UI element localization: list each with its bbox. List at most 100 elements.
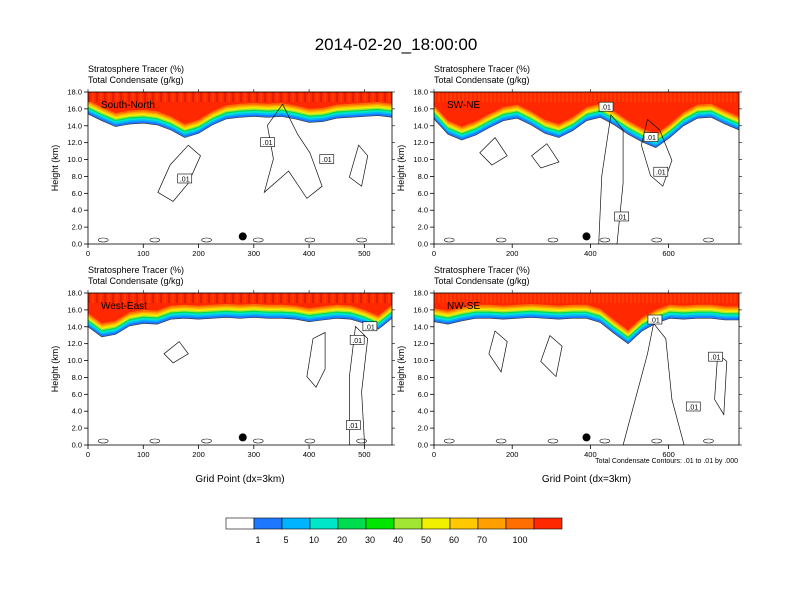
tracer-stripe [192, 92, 194, 102]
tracer-stripe [542, 293, 544, 303]
tracer-stripe [630, 92, 632, 102]
contour-label: .01 [656, 170, 666, 177]
tracer-stripe [248, 293, 250, 303]
tracer-stripe [380, 293, 382, 303]
tracer-stripe [116, 293, 118, 303]
tracer-stripe [722, 293, 724, 303]
tracer-stripe [216, 92, 218, 102]
tracer-stripe [670, 293, 672, 303]
tracer-stripe [284, 92, 286, 102]
surface-contour [201, 438, 212, 444]
x-tick-label: 400 [584, 249, 597, 258]
tracer-stripe [204, 92, 206, 102]
surface-contour [547, 237, 559, 243]
tracer-stripe [642, 92, 644, 102]
tracer-stripe [384, 92, 386, 102]
x-tick-label: 400 [303, 249, 316, 258]
y-tick-label: 16.0 [413, 104, 428, 113]
tracer-stripe [224, 92, 226, 102]
tracer-stripe [698, 92, 700, 102]
x-tick-label: 200 [506, 249, 519, 258]
surface-contour [495, 438, 507, 444]
y-tick-label: 0.0 [418, 441, 428, 450]
tracer-stripe [112, 293, 114, 303]
y-tick-label: 14.0 [413, 322, 428, 331]
tracer-stripe [380, 92, 382, 102]
tracer-stripe [446, 92, 448, 102]
x-tick-label: 600 [662, 450, 675, 459]
panel-label: West-East [101, 301, 147, 312]
tracer-stripe [120, 293, 122, 303]
tracer-stripe [124, 92, 126, 102]
tracer-stripe [618, 293, 620, 303]
tracer-stripe [538, 293, 540, 303]
surface-contour [97, 237, 109, 243]
tracer-stripe [438, 293, 440, 303]
tracer-stripe [268, 293, 270, 303]
surface-contour [443, 237, 455, 243]
tracer-stripe [578, 293, 580, 303]
surface-contour [547, 438, 559, 444]
tracer-stripe [454, 92, 456, 102]
panel-label: South-North [101, 100, 155, 111]
panel-line1: Stratosphere Tracer (%) [88, 265, 184, 275]
tracer-stripe [104, 92, 106, 102]
tracer-stripe [136, 293, 138, 303]
tracer-stripe [670, 92, 672, 102]
surface-contour [201, 237, 212, 243]
y-tick-label: 0.0 [72, 441, 82, 450]
tracer-stripe [132, 92, 134, 102]
tracer-stripe [518, 92, 520, 102]
contour-label: .01 [617, 214, 627, 221]
tracer-stripe [244, 293, 246, 303]
colorbar-label: 40 [393, 535, 403, 545]
y-tick-label: 4.0 [418, 206, 428, 215]
tracer-stripe [156, 293, 158, 303]
tracer-stripe [276, 92, 278, 102]
tracer-stripe [462, 92, 464, 102]
tracer-stripe [280, 293, 282, 303]
tracer-stripe [466, 293, 468, 303]
contour-label: .01 [352, 338, 362, 345]
tracer-stripe [666, 293, 668, 303]
tracer-stripe [272, 293, 274, 303]
y-tick-label: 10.0 [413, 155, 428, 164]
y-tick-label: 14.0 [413, 121, 428, 130]
tracer-stripe [192, 293, 194, 303]
contour-label-box [177, 173, 193, 184]
panels: .01.01.010.02.04.06.08.010.012.014.016.0… [50, 64, 742, 485]
tracer-stripe [196, 92, 198, 102]
tracer-stripe [602, 92, 604, 102]
tracer-stripe [734, 293, 736, 303]
tracer-stripe [490, 293, 492, 303]
tracer-stripe [360, 293, 362, 303]
tracer-stripe [124, 293, 126, 303]
y-tick-label: 0.0 [418, 240, 428, 249]
y-tick-label: 14.0 [67, 322, 82, 331]
contour-label: .01 [646, 135, 656, 142]
tracer-stripe [280, 92, 282, 102]
tracer-stripe [296, 293, 298, 303]
tracer-stripe [276, 293, 278, 303]
contour-label: .01 [365, 324, 375, 331]
surface-contour [304, 237, 316, 243]
tracer-stripe [152, 293, 154, 303]
surface-contour [599, 438, 611, 444]
tracer-stripe [690, 92, 692, 102]
tracer-stripe [434, 293, 436, 303]
tracer-stripe [618, 92, 620, 102]
tracer-stripe [108, 92, 110, 102]
tracer-stripe [586, 293, 588, 303]
y-tick-label: 12.0 [413, 339, 428, 348]
y-tick-label: 12.0 [413, 138, 428, 147]
y-tick-label: 2.0 [418, 223, 428, 232]
contour-label: .01 [263, 140, 273, 147]
x-tick-label: 0 [86, 249, 90, 258]
tracer-stripe [474, 293, 476, 303]
surface-contour [356, 438, 367, 444]
tracer-stripe [702, 293, 704, 303]
x-tick-label: 300 [248, 249, 261, 258]
tracer-stripe [710, 92, 712, 102]
tracer-stripe [300, 92, 302, 102]
y-tick-label: 2.0 [418, 424, 428, 433]
